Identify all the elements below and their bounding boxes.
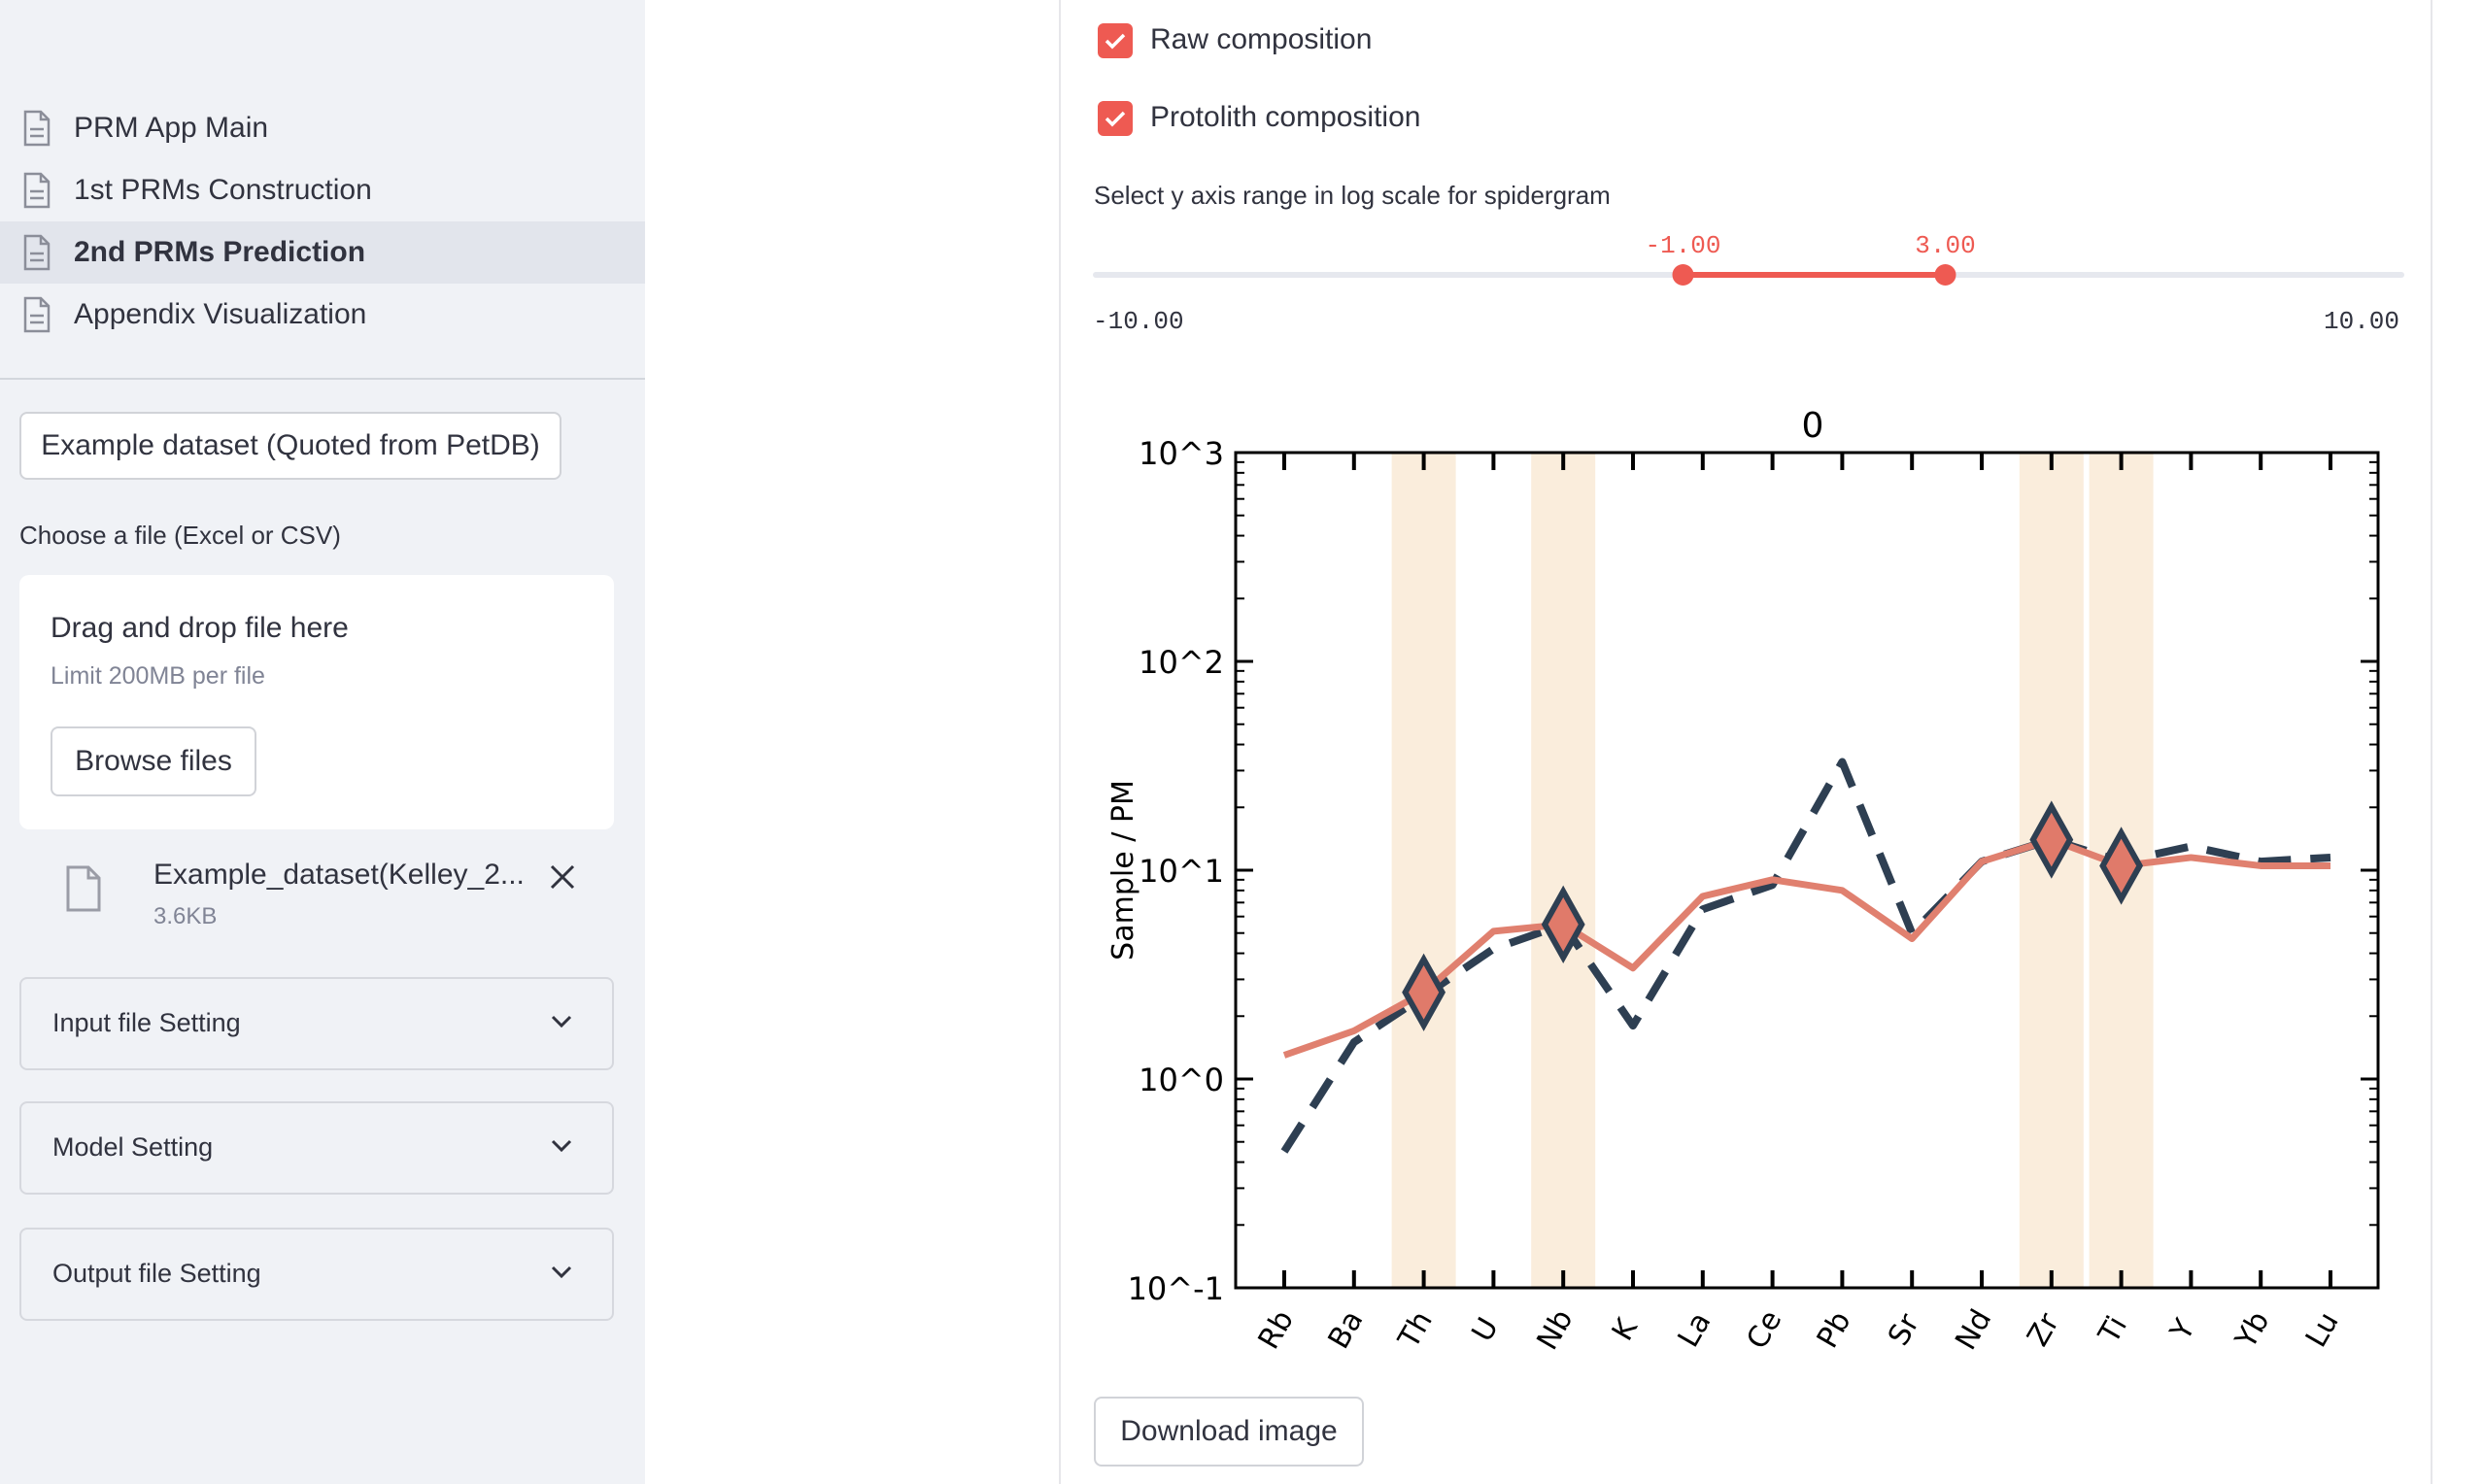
slider-low-value: -1.00 xyxy=(1645,231,1720,260)
file-icon xyxy=(66,865,101,912)
nav-item-1st-prms-construction[interactable]: 1st PRMs Construction xyxy=(0,159,645,221)
raw-composition-line xyxy=(1280,758,2331,1154)
download-image-button[interactable]: Download image xyxy=(1094,1397,1364,1467)
slider-label: Select y axis range in log scale for spi… xyxy=(1094,181,1611,210)
nav-label: 2nd PRMs Prediction xyxy=(74,236,366,268)
x-tick-label: Th xyxy=(1391,1305,1439,1355)
highlight-band xyxy=(1391,453,1456,1288)
expander-model-setting[interactable]: Model Setting xyxy=(19,1101,614,1195)
nav-item-appendix-visualization[interactable]: Appendix Visualization xyxy=(0,284,645,346)
slider-handle-low[interactable] xyxy=(1672,264,1694,286)
x-tick-label: Ti xyxy=(2092,1310,2134,1350)
dropzone-title: Drag and drop file here xyxy=(51,612,349,644)
x-tick-label: U xyxy=(1466,1312,1506,1348)
y-range-slider[interactable]: -1.00 3.00 -10.00 10.00 xyxy=(1088,223,2409,340)
expander-label: Input file Setting xyxy=(52,1008,241,1037)
highlight-band xyxy=(1531,453,1596,1288)
close-icon[interactable] xyxy=(548,862,577,892)
x-tick-label: Nd xyxy=(1949,1304,1998,1356)
check-icon xyxy=(1105,33,1126,50)
x-tick-label: Ba xyxy=(1322,1305,1371,1355)
example-dataset-button[interactable]: Example dataset (Quoted from PetDB) xyxy=(19,412,561,480)
nav-item-2nd-prms-prediction[interactable]: 2nd PRMs Prediction xyxy=(0,221,645,284)
nav-label: 1st PRMs Construction xyxy=(74,174,372,206)
file-size: 3.6KB xyxy=(153,903,218,929)
x-tick-label: Rb xyxy=(1252,1304,1301,1355)
x-tick-label: Ce xyxy=(1740,1304,1788,1355)
main-border-left xyxy=(1059,0,1061,1484)
document-icon xyxy=(23,296,51,333)
spidergram-chart: 10^-1 10^0 10^1 10^2 10^3 Rb Ba Th U Nb K La Ce Pb Sr N… xyxy=(1106,406,2380,1356)
chevron-down-icon xyxy=(551,1265,572,1279)
slider-high-value: 3.00 xyxy=(1915,231,1975,260)
x-tick-label: Yb xyxy=(2228,1305,2276,1355)
file-name: Example_dataset(Kelley_2... xyxy=(153,859,525,891)
uploaded-file: Example_dataset(Kelley_2... 3.6KB xyxy=(58,859,602,936)
protolith-composition-label: Protolith composition xyxy=(1150,101,1421,133)
raw-composition-checkbox[interactable] xyxy=(1098,23,1133,58)
x-tick-label: Zr xyxy=(2021,1307,2066,1353)
document-icon xyxy=(23,172,51,209)
x-tick-label: Nb xyxy=(1530,1304,1580,1356)
sidebar: PRM App Main 1st PRMs Construction 2nd P… xyxy=(0,0,645,1484)
protolith-composition-line xyxy=(1282,836,2330,1059)
diamond-marker xyxy=(1402,953,1446,1031)
dropzone-limit: Limit 200MB per file xyxy=(51,662,265,690)
x-tick-label: La xyxy=(1672,1306,1718,1353)
document-icon xyxy=(23,110,51,147)
raw-composition-label: Raw composition xyxy=(1150,23,1373,55)
protolith-composition-checkbox[interactable] xyxy=(1098,101,1133,136)
document-icon xyxy=(23,234,51,271)
x-tick-label: Lu xyxy=(2299,1306,2346,1353)
x-tick-label: Y xyxy=(2163,1313,2202,1347)
nav-label: Appendix Visualization xyxy=(74,298,367,330)
chart-title: 0 xyxy=(1802,406,1824,446)
y-tick-label: 10^1 xyxy=(1139,853,1224,890)
y-tick-label: 10^-1 xyxy=(1128,1270,1224,1307)
expander-label: Model Setting xyxy=(52,1132,214,1162)
y-tick-label: 10^0 xyxy=(1139,1062,1224,1098)
expander-input-file-setting[interactable]: Input file Setting xyxy=(19,977,614,1070)
nav-item-prm-app-main[interactable]: PRM App Main xyxy=(0,97,645,159)
x-tick-label: K xyxy=(1606,1312,1646,1347)
diamond-marker xyxy=(2029,800,2074,879)
x-tick-label: Pb xyxy=(1811,1305,1858,1354)
slider-handle-high[interactable] xyxy=(1934,264,1956,286)
x-tick-label: Sr xyxy=(1882,1307,1926,1351)
sidebar-divider xyxy=(0,378,645,380)
slider-max-label: 10.00 xyxy=(2324,307,2399,336)
y-tick-label: 10^2 xyxy=(1139,644,1224,681)
y-tick-label: 10^3 xyxy=(1139,435,1224,472)
diamond-marker xyxy=(1541,885,1585,963)
check-icon xyxy=(1105,111,1126,127)
nav-label: PRM App Main xyxy=(74,112,269,144)
diamond-marker xyxy=(2099,826,2144,905)
chevron-down-icon xyxy=(551,1139,572,1153)
file-dropzone[interactable]: Drag and drop file here Limit 200MB per … xyxy=(19,575,614,829)
expander-output-file-setting[interactable]: Output file Setting xyxy=(19,1228,614,1321)
main-border-right xyxy=(2431,0,2432,1484)
y-axis-label: Sample / PM xyxy=(1106,780,1140,961)
slider-active-range xyxy=(1683,272,1946,278)
sidebar-nav: PRM App Main 1st PRMs Construction 2nd P… xyxy=(0,97,645,346)
expander-label: Output file Setting xyxy=(52,1259,261,1288)
file-upload-label: Choose a file (Excel or CSV) xyxy=(19,521,341,550)
slider-min-label: -10.00 xyxy=(1093,307,1184,336)
chevron-down-icon xyxy=(551,1015,572,1029)
browse-files-button[interactable]: Browse files xyxy=(51,726,256,796)
